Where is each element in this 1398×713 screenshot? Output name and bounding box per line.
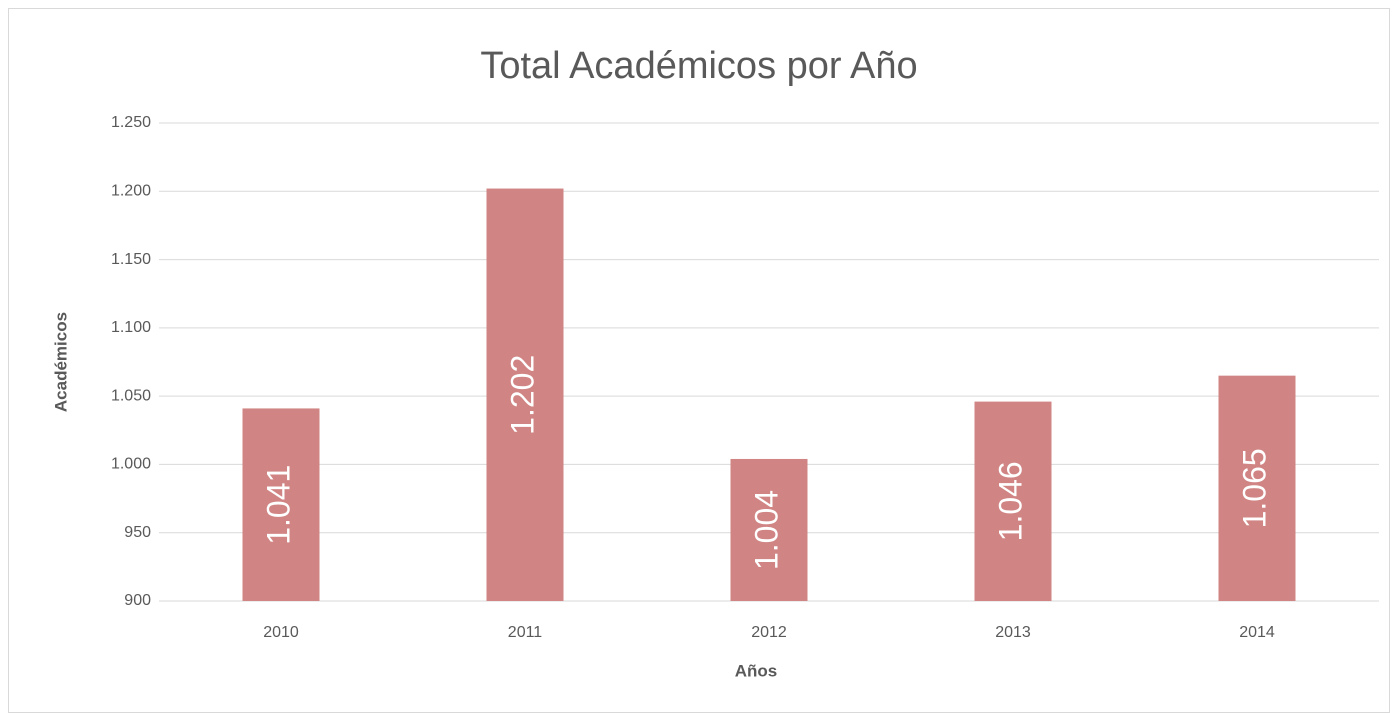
- data-label: 1.041: [260, 465, 296, 545]
- x-tick-label: 2014: [1239, 624, 1275, 641]
- bar: [1218, 375, 1296, 601]
- bar: [486, 188, 564, 601]
- chart-title: Total Académicos por Año: [480, 45, 917, 87]
- data-label: 1.004: [748, 490, 784, 570]
- x-tick-label: 2012: [751, 624, 787, 641]
- y-tick-label: 1.100: [111, 319, 151, 336]
- y-tick-label: 900: [124, 592, 151, 609]
- x-tick-label: 2010: [263, 624, 299, 641]
- y-tick-label: 1.000: [111, 456, 151, 473]
- chart-border: [8, 8, 1390, 713]
- y-tick-label: 950: [124, 524, 151, 541]
- y-tick-label: 1.050: [111, 387, 151, 404]
- bar: [974, 401, 1052, 601]
- data-label: 1.046: [992, 461, 1028, 541]
- bar: [242, 408, 320, 601]
- y-axis-title: Académicos: [51, 312, 70, 412]
- y-tick-label: 1.200: [111, 183, 151, 200]
- x-axis-title: Años: [735, 661, 778, 680]
- y-tick-label: 1.150: [111, 251, 151, 268]
- data-label: 1.202: [504, 355, 540, 435]
- bar: [730, 458, 808, 601]
- x-tick-label: 2011: [508, 624, 543, 641]
- y-tick-label: 1.250: [111, 114, 151, 131]
- x-tick-label: 2013: [995, 624, 1031, 641]
- data-label: 1.065: [1236, 448, 1272, 528]
